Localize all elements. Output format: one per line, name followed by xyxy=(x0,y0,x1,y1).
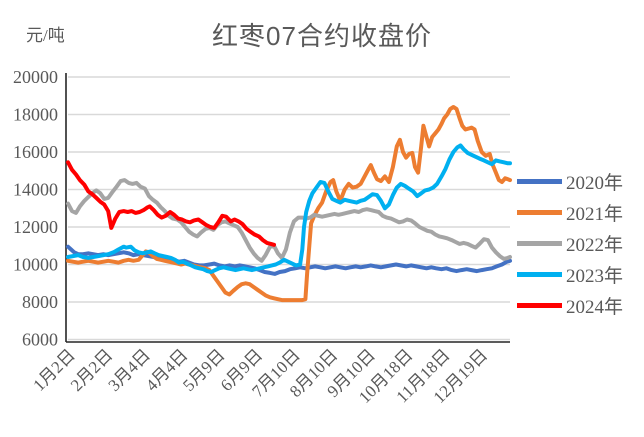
y-tick-label: 18000 xyxy=(13,105,58,125)
y-tick-label: 12000 xyxy=(13,217,58,237)
legend-item-2022年: 2022年 xyxy=(517,231,624,256)
legend-item-2020年: 2020年 xyxy=(517,169,624,194)
x-tick-label: 3月4日 xyxy=(104,345,153,394)
x-tick-label: 1月2日 xyxy=(29,345,78,394)
x-tick-label: 5月9日 xyxy=(179,345,228,394)
y-tick-label: 6000 xyxy=(22,330,58,350)
chart-title: 红枣07合约收盘价 xyxy=(212,21,432,51)
legend-item-2023年: 2023年 xyxy=(517,262,624,287)
legend-label: 2021年 xyxy=(566,203,624,225)
legend-swatch xyxy=(517,209,562,215)
series-line-2021年 xyxy=(66,105,512,303)
y-tick-label: 10000 xyxy=(13,255,58,275)
series-line-2020年 xyxy=(66,244,512,276)
legend-item-2021年: 2021年 xyxy=(517,200,624,225)
legend-swatch xyxy=(517,271,562,277)
y-tick-label: 14000 xyxy=(13,180,58,200)
legend-label: 2020年 xyxy=(566,172,624,194)
series-line-2023年 xyxy=(66,143,512,274)
series-line-2024年 xyxy=(66,160,276,247)
y-tick-label: 8000 xyxy=(22,292,58,312)
x-tick-label: 2月2日 xyxy=(67,345,116,394)
legend-label: 2024年 xyxy=(566,296,624,318)
y-axis-unit-label: 元/吨 xyxy=(26,26,65,45)
y-tick-label: 20000 xyxy=(13,67,58,87)
y-tick-label: 16000 xyxy=(13,142,58,162)
legend-label: 2023年 xyxy=(566,265,624,287)
legend-label: 2022年 xyxy=(566,234,624,256)
legend-swatch xyxy=(517,178,562,184)
legend: 2020年 2021年 2022年 2023年 2024年 xyxy=(517,169,623,324)
series-line-2022年 xyxy=(66,178,512,263)
legend-item-2024年: 2024年 xyxy=(517,293,624,318)
legend-swatch xyxy=(517,302,562,308)
legend-swatch xyxy=(517,240,562,246)
